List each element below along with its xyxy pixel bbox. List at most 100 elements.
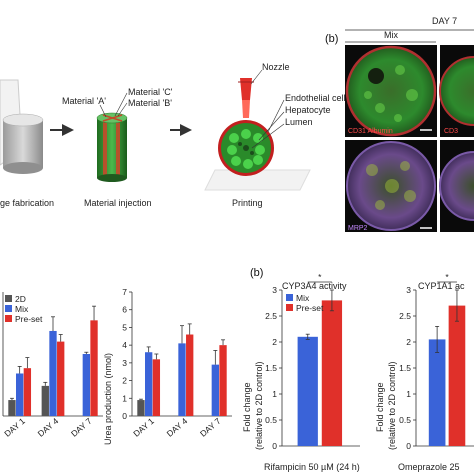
y-tick-label: 3 xyxy=(122,358,127,368)
bar xyxy=(49,330,57,416)
legend-label: Pre-set xyxy=(296,303,324,313)
green-cylinder xyxy=(96,112,128,182)
x-tick-label: DAY 4 xyxy=(165,416,190,439)
chart-right-2: 0 0.5 1 1.5 2 2.5 3 * xyxy=(399,272,474,451)
legend-swatch xyxy=(5,315,12,322)
legend-swatch xyxy=(5,295,12,302)
schematic: Material 'A' Material 'C' Material 'B' N… xyxy=(0,62,351,208)
y-tick-label: 2 xyxy=(406,337,411,347)
y-tick-label: 2 xyxy=(122,376,127,386)
printing-illustration xyxy=(204,78,311,191)
nozzle-label: Nozzle xyxy=(262,62,290,72)
endothelial-label: Endothelial cells xyxy=(285,93,351,103)
fold-ylabel-2b: (relative to 2D control) xyxy=(387,361,397,450)
x-tick-label: DAY 4 xyxy=(36,416,61,439)
leader-hepatocyte xyxy=(258,111,285,141)
bar xyxy=(8,400,16,416)
y-tick-label: 2 xyxy=(272,337,277,347)
bar xyxy=(448,305,466,446)
y-tick-label: 2.5 xyxy=(265,311,277,321)
cyp3a4-xlabel: Rifampicin 50 µM (24 h) xyxy=(264,462,360,472)
y-tick-label: 3 xyxy=(272,285,277,295)
y-tick-label: 1 xyxy=(406,389,411,399)
urea-ylabel: Urea production (nmol) xyxy=(103,353,113,445)
y-tick-label: 1 xyxy=(122,393,127,403)
x-tick-label: DAY 7 xyxy=(69,416,94,439)
cyp1a1-title: CYP1A1 ac xyxy=(418,281,465,291)
bar xyxy=(82,354,90,416)
stain3-label: MRP2 xyxy=(348,225,368,232)
significance-star: * xyxy=(445,272,449,282)
step2-label: Material injection xyxy=(84,198,152,208)
y-tick-label: 1 xyxy=(272,389,277,399)
micrographs-panel: (b) DAY 7 Mix CD31 Albumin CD3 MRP2 xyxy=(325,16,474,232)
y-tick-label: 5 xyxy=(122,322,127,332)
bar xyxy=(211,364,219,416)
y-tick-label: 3 xyxy=(406,285,411,295)
leader-lumen xyxy=(251,123,285,149)
fold-ylabel-2: Fold change xyxy=(375,382,385,432)
y-tick-label: 4 xyxy=(122,340,127,350)
step1-label: ge fabrication xyxy=(0,198,54,208)
legend-label: Pre-set xyxy=(15,314,43,324)
leader-a xyxy=(99,104,107,118)
y-tick-label: 0 xyxy=(122,411,127,421)
x-tick-label: DAY 1 xyxy=(2,416,27,439)
bar xyxy=(428,339,446,446)
bar xyxy=(145,352,153,416)
legend-label: Mix xyxy=(296,293,310,303)
material-c-label: Material 'C' xyxy=(128,87,173,97)
material-a-label: Material 'A' xyxy=(62,96,106,106)
lumen-label: Lumen xyxy=(285,117,313,127)
leader-c xyxy=(114,92,128,117)
y-tick-label: 0 xyxy=(272,441,277,451)
chart-left-2: 0 1 2 3 4 5 6 7 DAY 1 DAY 4 DAY 7 xyxy=(122,287,232,439)
bar xyxy=(16,373,24,416)
y-tick-label: 0 xyxy=(406,441,411,451)
legend-swatch xyxy=(5,305,12,312)
legend-swatch xyxy=(286,294,293,301)
legend-swatch xyxy=(286,304,293,311)
bar xyxy=(137,400,145,416)
stain1-label: CD31 Albumin xyxy=(348,128,393,135)
material-b-label: Material 'B' xyxy=(128,98,172,108)
bar xyxy=(23,368,32,416)
bar xyxy=(90,320,98,416)
bar xyxy=(178,343,186,416)
fold-ylabel-1b: (relative to 2D control) xyxy=(254,361,264,450)
cyp3a4-title: CYP3A4 activity xyxy=(282,281,347,291)
y-tick-label: 7 xyxy=(122,287,127,297)
bar xyxy=(297,336,318,446)
bar xyxy=(152,359,161,416)
leader-nozzle xyxy=(250,69,263,85)
y-tick-label: 2.5 xyxy=(399,311,411,321)
mix-label: Mix xyxy=(384,30,398,40)
panel-letter-bottom: (b) xyxy=(250,267,263,279)
leader-b xyxy=(117,102,128,117)
fold-ylabel-1: Fold change xyxy=(242,382,252,432)
bar xyxy=(321,300,343,446)
gray-cylinder xyxy=(2,113,44,174)
legend-label: Mix xyxy=(15,304,29,314)
hepatocyte-label: Hepatocyte xyxy=(285,105,331,115)
y-tick-label: 1.5 xyxy=(265,363,277,373)
y-tick-label: 0.5 xyxy=(265,415,277,425)
bar xyxy=(41,385,49,416)
step3-label: Printing xyxy=(232,198,263,208)
legend-label: 2D xyxy=(15,294,26,304)
y-tick-label: 1.5 xyxy=(399,363,411,373)
panel-letter-top: (b) xyxy=(325,33,338,45)
cyp1a1-xlabel: Omeprazole 25 xyxy=(398,462,460,472)
bar xyxy=(219,345,227,416)
day-label: DAY 7 xyxy=(432,16,457,26)
bar xyxy=(57,341,65,416)
significance-star: * xyxy=(318,272,322,282)
y-tick-label: 6 xyxy=(122,305,127,315)
stain2-label: CD3 xyxy=(444,128,458,135)
bar xyxy=(186,334,194,416)
x-tick-label: DAY 7 xyxy=(198,416,223,439)
x-tick-label: DAY 1 xyxy=(131,416,156,439)
